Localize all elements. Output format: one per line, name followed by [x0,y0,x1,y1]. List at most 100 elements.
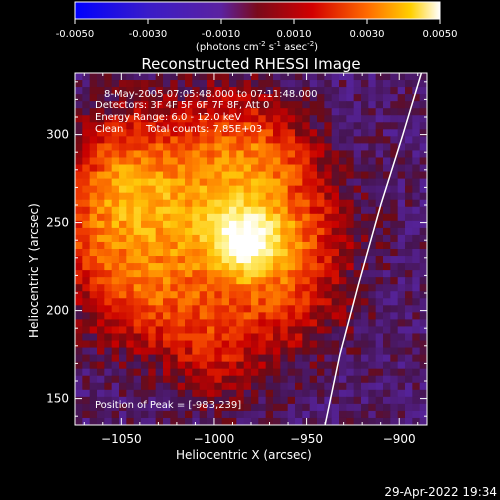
heatmap-cell [221,108,230,116]
heatmap-cell [243,115,252,123]
heatmap-cell [185,326,193,335]
heatmap-cell [214,389,223,398]
heatmap-cell [324,305,333,313]
heatmap-cell [97,368,105,377]
heatmap-cell [251,396,259,405]
heatmap-cell [192,396,201,405]
heatmap-cell [229,340,237,349]
heatmap-cell [419,80,427,88]
heatmap-cell [295,291,303,299]
heatmap-cell [75,171,83,180]
heatmap-cell [199,333,208,342]
heatmap-cell [119,396,127,405]
heatmap-cell [82,263,91,271]
heatmap-cell [75,340,83,349]
heatmap-cell [375,213,384,222]
heatmap-cell [163,234,171,243]
heatmap-cell [126,256,135,264]
heatmap-cell [273,410,281,419]
heatmap-cell [199,87,208,95]
heatmap-cell [185,305,193,313]
heatmap-cell [155,122,164,130]
heatmap-cell [199,256,208,264]
heatmap-cell [309,164,318,173]
heatmap-cell [324,213,333,222]
heatmap-cell [229,150,237,159]
heatmap-cell [419,206,427,215]
heatmap-cell [397,164,406,173]
heatmap-cell [192,178,201,187]
heatmap-cell [229,234,237,243]
heatmap-cell [148,80,157,88]
heatmap-cell [236,410,245,419]
heatmap-cell [89,108,98,116]
heatmap-cell [375,396,384,405]
heatmap-cell [214,340,223,349]
heatmap-cell [397,298,406,306]
heatmap-cell [177,143,186,152]
heatmap-cell [287,249,296,257]
heatmap-cell [339,326,347,335]
heatmap-cell [214,157,223,166]
heatmap-cell [97,241,105,250]
heatmap-cell [155,185,164,194]
heatmap-cell [214,136,223,144]
heatmap-cell [251,101,259,109]
heatmap-cell [405,178,413,187]
heatmap-cell [353,256,362,264]
heatmap-cell [89,227,98,236]
heatmap-cell [155,227,164,236]
heatmap-cell [412,199,421,208]
heatmap-cell [302,326,311,335]
heatmap-cell [383,94,391,102]
heatmap-cell [331,213,340,222]
heatmap-cell [243,136,252,144]
heatmap-cell [287,270,296,278]
heatmap-cell [324,234,333,243]
heatmap-cell [148,284,157,292]
heatmap-cell [346,136,355,144]
heatmap-cell [133,368,142,377]
heatmap-cell [192,389,201,398]
heatmap-cell [236,241,245,250]
heatmap-cell [111,410,120,419]
y-tick-label: 200 [46,304,69,318]
heatmap-cell [243,199,252,208]
heatmap-cell [141,80,149,88]
heatmap-cell [265,382,274,391]
heatmap-cell [214,354,223,363]
heatmap-cell [295,220,303,229]
heatmap-cell [119,375,127,384]
heatmap-cell [405,171,413,180]
heatmap-cell [141,115,149,123]
heatmap-cell [295,277,303,285]
heatmap-cell [111,115,120,123]
heatmap-cell [104,298,113,306]
heatmap-cell [119,347,127,356]
heatmap-cell [185,263,193,271]
heatmap-cell [97,73,105,81]
heatmap-cell [192,199,201,208]
heatmap-cell [265,185,274,194]
heatmap-cell [170,122,179,130]
heatmap-cell [331,375,340,384]
heatmap-cell [141,354,149,363]
heatmap-cell [126,178,135,187]
heatmap-cell [192,305,201,313]
heatmap-cell [236,333,245,342]
heatmap-cell [141,185,149,194]
heatmap-cell [295,143,303,152]
heatmap-cell [361,249,369,257]
heatmap-cell [170,199,179,208]
heatmap-cell [287,298,296,306]
heatmap-cell [214,263,223,271]
heatmap-cell [243,108,252,116]
heatmap-cell [258,291,267,299]
heatmap-cell [324,185,333,194]
heatmap-cell [126,396,135,405]
heatmap-cell [353,115,362,123]
heatmap-cell [383,249,391,257]
heatmap-cell [97,298,105,306]
heatmap-cell [419,122,427,130]
heatmap-cell [287,305,296,313]
